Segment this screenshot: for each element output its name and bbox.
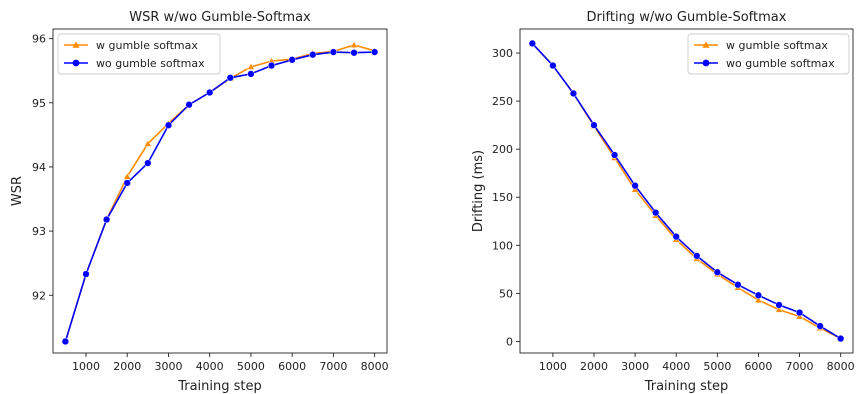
data-point — [349, 40, 359, 48]
data-point — [329, 48, 338, 56]
legend-marker — [702, 41, 710, 48]
x-axis-label: Training step — [644, 379, 729, 394]
legend-label: wo gumble softmax — [96, 57, 205, 70]
y-tick-label: 92 — [32, 289, 46, 302]
y-tick-label: 250 — [492, 95, 513, 108]
x-tick-label: 1000 — [539, 360, 567, 373]
data-point — [102, 215, 111, 224]
legend-marker — [72, 41, 80, 48]
data-point — [631, 182, 639, 190]
data-point — [754, 296, 763, 304]
x-tick-label: 6000 — [744, 360, 772, 373]
x-axis-label: Training step — [177, 379, 262, 394]
data-point — [693, 252, 701, 260]
x-tick-label: 5000 — [237, 360, 265, 373]
data-point — [82, 270, 90, 278]
legend-label: w gumble softmax — [726, 39, 828, 52]
series-line — [64, 44, 375, 342]
chart-title: WSR w/wo Gumble-Softmax — [129, 10, 311, 25]
y-tick-label: 96 — [32, 33, 46, 46]
legend-box — [687, 33, 850, 75]
legend: w gumble softmax wo gumble softmax — [57, 33, 221, 75]
data-point — [123, 179, 131, 187]
data-point — [350, 49, 358, 57]
y-tick-label: 150 — [492, 191, 513, 204]
data-point — [754, 291, 763, 299]
data-point — [185, 101, 193, 109]
series-line — [531, 42, 842, 340]
plot-frame — [519, 28, 854, 354]
data-point — [143, 139, 152, 147]
legend-label: w gumble softmax — [96, 39, 198, 52]
plot-frame — [52, 28, 388, 354]
legend: w gumble softmax wo gumble softmax — [687, 33, 850, 75]
legend-box — [57, 33, 221, 75]
x-tick-label: 3000 — [621, 360, 649, 373]
data-point — [267, 61, 276, 70]
data-point — [309, 51, 317, 59]
x-tick-label: 2000 — [580, 360, 608, 373]
data-point — [164, 121, 173, 129]
x-tick-label: 4000 — [196, 360, 224, 373]
data-point — [528, 39, 536, 48]
y-tick-label: 200 — [492, 143, 513, 156]
x-tick-label: 2000 — [113, 360, 141, 373]
wsr-chart-panel: WSR w/wo Gumble-Softmax 1000 2000 3000 4000 5… — [10, 10, 389, 394]
data-point — [226, 74, 234, 82]
x-tick-label: 3000 — [154, 360, 182, 373]
x-tick-label: 1000 — [72, 360, 100, 373]
y-tick-label: 0 — [506, 335, 513, 348]
data-point — [774, 305, 784, 313]
y-tick-label: 94 — [32, 161, 46, 174]
data-point — [713, 268, 721, 276]
data-point — [652, 208, 660, 217]
chart-title: Drifting w/wo Gumble-Softmax — [587, 10, 787, 25]
y-tick-label: 300 — [492, 47, 513, 60]
data-point — [206, 88, 214, 97]
y-tick-label: 93 — [32, 225, 46, 238]
data-point — [816, 322, 824, 330]
data-point — [144, 159, 152, 167]
data-point — [247, 70, 255, 78]
data-point — [837, 334, 845, 343]
series-line — [531, 42, 842, 340]
y-axis-label: Drifting (ms) — [471, 150, 486, 232]
legend-marker — [72, 59, 80, 67]
x-tick-label: 8000 — [361, 360, 389, 373]
x-tick-label: 8000 — [827, 360, 855, 373]
data-point — [61, 337, 70, 346]
x-tick-label: 7000 — [319, 360, 347, 373]
data-point — [590, 121, 598, 129]
data-point — [569, 89, 578, 98]
data-point — [775, 301, 783, 309]
x-tick-label: 6000 — [278, 360, 306, 373]
data-point — [795, 308, 804, 317]
data-point — [610, 151, 619, 159]
data-point — [549, 61, 557, 70]
y-tick-label: 100 — [492, 239, 513, 252]
data-point — [288, 56, 296, 64]
series-line — [64, 51, 375, 342]
data-point — [370, 48, 379, 56]
data-point — [672, 233, 680, 241]
x-tick-label: 4000 — [662, 360, 690, 373]
legend-label: wo gumble softmax — [726, 57, 835, 70]
legend-marker — [702, 59, 710, 67]
data-point — [734, 281, 742, 289]
y-axis-label: WSR — [10, 176, 25, 206]
x-tick-label: 5000 — [703, 360, 731, 373]
x-tick-label: 7000 — [786, 360, 814, 373]
y-tick-label: 50 — [499, 287, 513, 300]
y-tick-label: 95 — [32, 97, 46, 110]
data-point — [246, 62, 255, 70]
data-point — [123, 172, 132, 180]
